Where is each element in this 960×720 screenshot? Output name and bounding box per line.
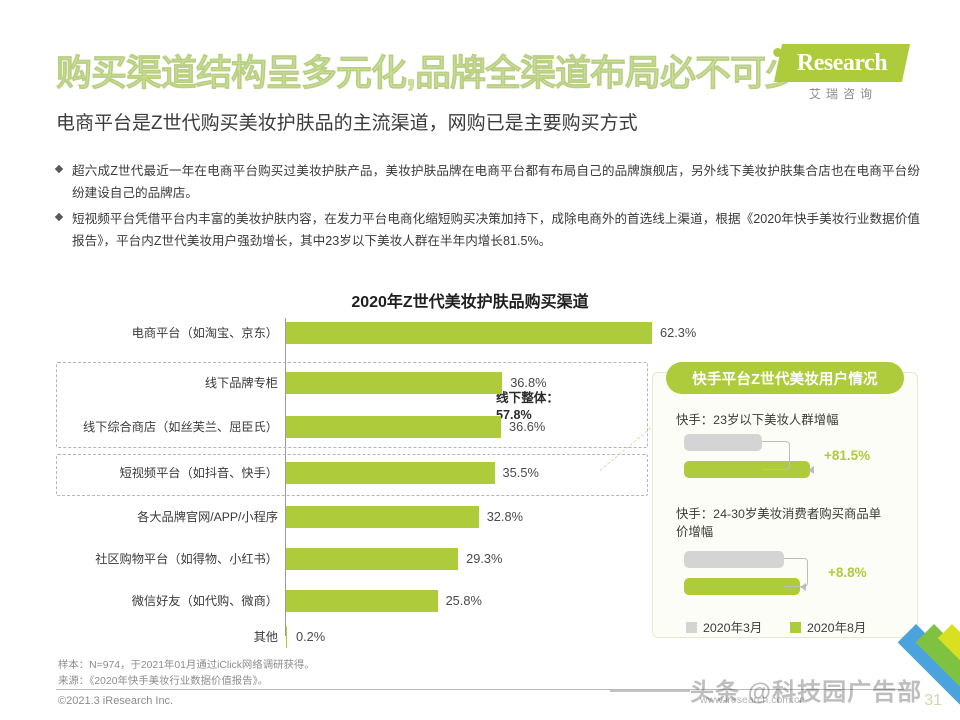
bar-category-label: 社区购物平台（如得物、小红书） <box>95 552 278 566</box>
panel-arrow-icon <box>800 583 806 591</box>
panel-delta-1: +81.5% <box>824 448 871 463</box>
page-number: 31 <box>924 692 942 709</box>
table-row: 电商平台（如淘宝、京东） 62.3% <box>56 318 696 348</box>
bar-segment <box>286 462 495 484</box>
table-row: 其他 0.2% <box>56 622 656 652</box>
panel-bar-march <box>684 434 762 451</box>
bar-segment <box>286 548 459 570</box>
copyright-text: ©2021.3 iResearch Inc. <box>58 695 174 707</box>
panel-bar-march <box>684 551 784 568</box>
bar-category-label: 短视频平台（如抖音、快手） <box>119 466 278 480</box>
website-url: www.iresearch.com.cn <box>700 694 806 706</box>
table-row: 各大品牌官网/APP/小程序 32.8% <box>56 502 656 532</box>
offline-total-value: 57.8% <box>496 408 532 422</box>
table-row: 社区购物平台（如得物、小红书） 29.3% <box>56 544 656 574</box>
logo-dot-icon <box>773 48 783 57</box>
bar-category-label: 线下综合商店（如丝芙兰、屈臣氏） <box>83 420 278 434</box>
bar-value-label: 32.8% <box>486 509 523 524</box>
bar-value-label: 62.3% <box>660 325 697 340</box>
panel-bar-august <box>684 578 800 595</box>
watermark-rule <box>610 690 690 692</box>
bar-category-label: 电商平台（如淘宝、京东） <box>131 326 278 340</box>
panel-block-label: 快手：23岁以下美妆人群增幅 <box>676 413 839 427</box>
legend-label-march: 2020年3月 <box>703 621 763 635</box>
footer-divider <box>56 689 904 690</box>
list-item: 超六成Z世代最近一年在电商平台购买过美妆护肤产品，美妆护肤品牌在电商平台都有布局… <box>54 160 920 204</box>
legend-item-march: 2020年3月 <box>686 618 762 636</box>
offline-total-label: 线下整体： <box>496 391 559 405</box>
legend-item-august: 2020年8月 <box>790 618 866 636</box>
table-row: 微信好友（如代购、微商） 25.8% <box>56 586 656 616</box>
table-row: 线下综合商店（如丝芙兰、屈臣氏） 36.6% <box>56 412 656 442</box>
chart-axis-line <box>285 318 286 636</box>
logo-subtitle: 艾瑞咨询 <box>808 87 877 101</box>
bullet-list: 超六成Z世代最近一年在电商平台购买过美妆护肤产品，美妆护肤品牌在电商平台都有布局… <box>54 160 920 256</box>
legend-swatch-march <box>686 621 697 633</box>
bar-chart: 线下整体： 57.8% 电商平台（如淘宝、京东） 62.3% 线下品牌专柜 36.8%… <box>56 312 696 648</box>
bar-value-label: 36.6% <box>509 419 546 434</box>
bar-category-label: 各大品牌官网/APP/小程序 <box>137 510 278 524</box>
bar-segment <box>286 416 502 438</box>
bar-segment <box>286 322 652 344</box>
iresearch-logo: Research 艾瑞咨询 <box>773 44 911 102</box>
bar-category-label: 微信好友（如代购、微商） <box>131 594 278 608</box>
bar-segment <box>286 506 479 528</box>
panel-header: 快手平台Z世代美妆用户情况 <box>666 362 904 394</box>
logo-mark: Research <box>773 44 911 82</box>
page-title: 购买渠道结构呈多元化,品牌全渠道布局必不可少 <box>56 52 802 94</box>
bar-value-label: 0.2% <box>296 629 326 644</box>
bar-value-label: 25.8% <box>445 593 482 608</box>
legend-swatch-august <box>790 621 801 633</box>
legend-label-august: 2020年8月 <box>807 621 867 635</box>
bullet-text: 超六成Z世代最近一年在电商平台购买过美妆护肤产品，美妆护肤品牌在电商平台都有布局… <box>72 164 920 201</box>
bar-segment <box>286 626 288 648</box>
panel-arrow-icon <box>808 466 814 474</box>
corner-decoration <box>864 624 960 720</box>
list-item: 短视频平台凭借平台内丰富的美妆护肤内容，在发力平台电商化缩短购买决策加持下，成除… <box>54 208 920 252</box>
sample-note: 样本：N=974，于2021年01月通过iClick网络调研获得。 <box>58 660 315 671</box>
shortvideo-group-box <box>56 454 648 496</box>
bar-value-label: 36.8% <box>510 375 547 390</box>
bar-category-label: 其他 <box>253 630 278 644</box>
bar-value-label: 35.5% <box>502 465 539 480</box>
panel-block-label: 快手：24-30岁美妆消费者购买商品单价增幅 <box>676 507 882 539</box>
source-note: 来源：《2020年快手美妆行业数据价值报告》。 <box>58 675 269 687</box>
chart-title: 2020年Z世代美妆护肤品购买渠道 <box>351 294 589 311</box>
panel-bar-august <box>684 461 810 478</box>
panel-bracket-2 <box>784 558 808 587</box>
panel-delta-2: +8.8% <box>828 565 867 580</box>
footnotes: 样本：N=974，于2021年01月通过iClick网络调研获得。 来源：《20… <box>58 658 315 689</box>
bar-segment <box>286 590 438 612</box>
diamond-bullet-icon <box>54 212 64 222</box>
page-subtitle: 电商平台是Z世代购买美妆护肤品的主流渠道，网购已是主要购买方式 <box>56 113 638 134</box>
table-row: 线下品牌专柜 36.8% <box>56 368 656 398</box>
table-row: 短视频平台（如抖音、快手） 35.5% <box>56 458 656 488</box>
bar-segment <box>286 372 503 394</box>
bar-category-label: 线下品牌专柜 <box>204 376 278 390</box>
logo-wordmark: Research <box>796 49 888 76</box>
panel-bracket-1 <box>762 441 790 470</box>
bullet-text: 短视频平台凭借平台内丰富的美妆护肤内容，在发力平台电商化缩短购买决策加持下，成除… <box>72 212 920 249</box>
offline-total-annotation: 线下整体： 57.8% <box>496 390 559 424</box>
diamond-bullet-icon <box>54 164 64 174</box>
offline-group-box <box>56 362 648 448</box>
bar-value-label: 29.3% <box>466 551 503 566</box>
